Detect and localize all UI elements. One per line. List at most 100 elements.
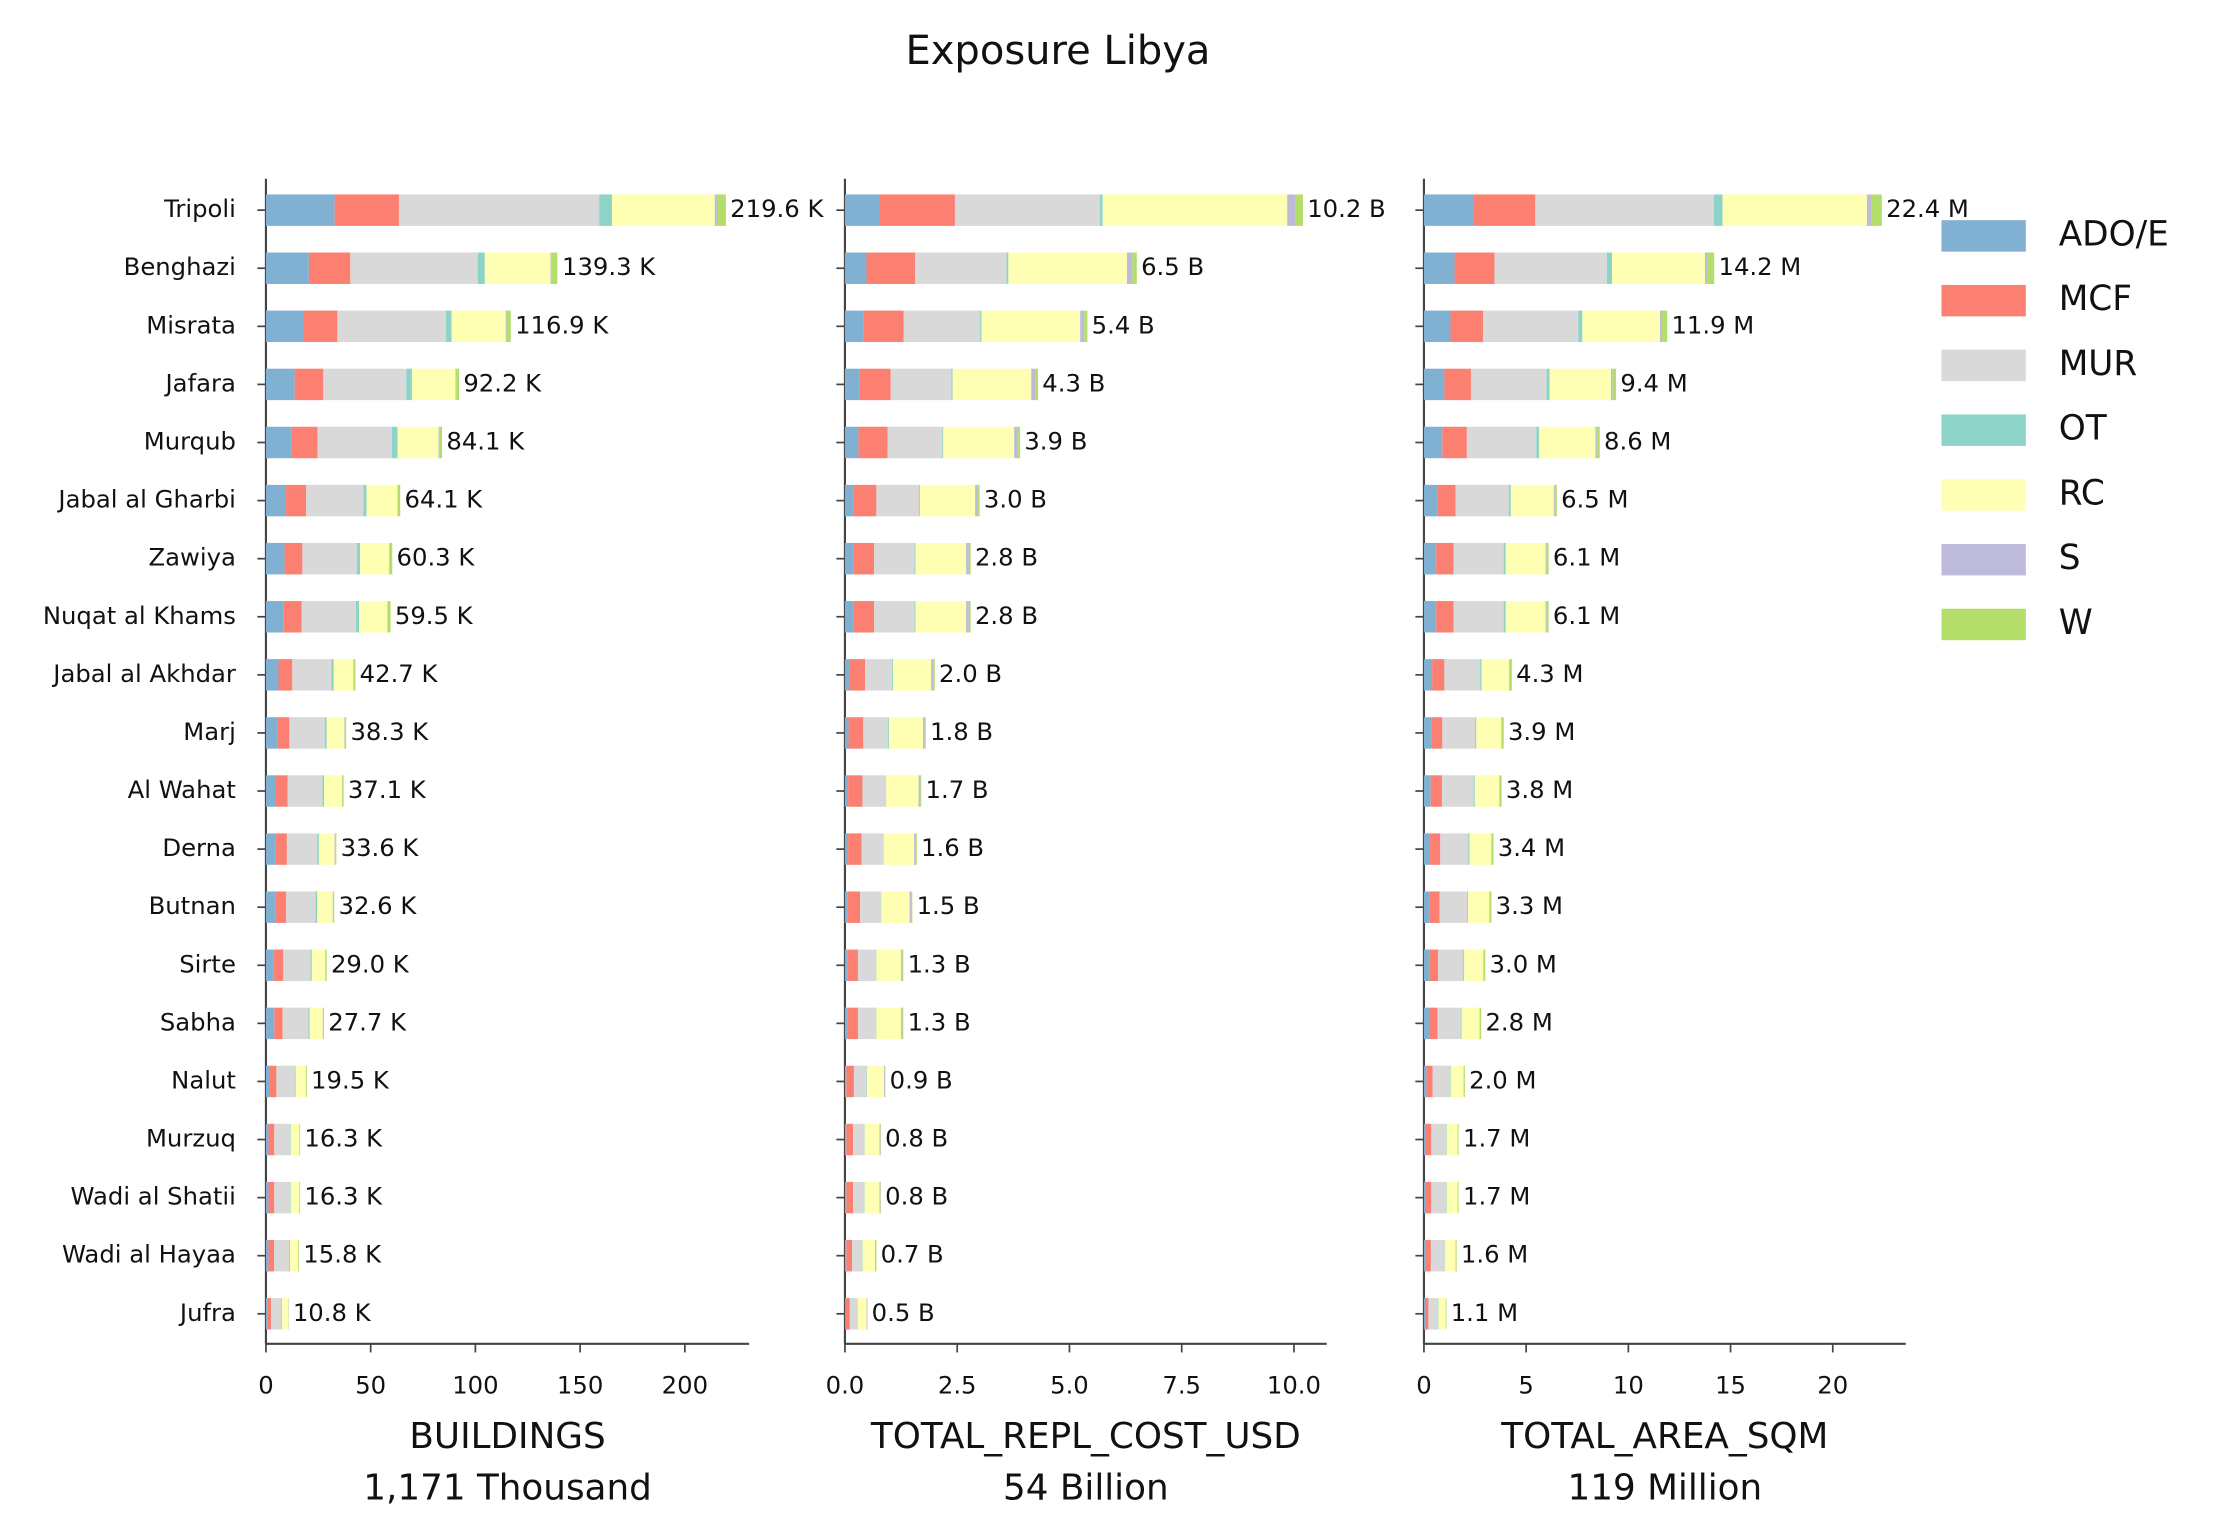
bar-segment: [287, 775, 323, 807]
y-tick-label: Jufra: [178, 1298, 236, 1327]
bar-segment: [298, 1239, 300, 1272]
bar-segment: [299, 1123, 301, 1156]
total-label: 22.4 M: [1886, 194, 1969, 223]
bar-segment: [1426, 1065, 1433, 1098]
total-label: 1.7 M: [1463, 1182, 1530, 1211]
bar-segment: [915, 833, 917, 865]
bar-segment: [887, 426, 943, 459]
total-label: 6.1 M: [1553, 601, 1620, 630]
bar-segment: [315, 891, 318, 923]
bar-segment: [716, 194, 726, 226]
bar-segment: [1505, 542, 1546, 575]
bar-segment: [318, 833, 335, 865]
bar-segment: [265, 1239, 269, 1272]
bar-segment: [1866, 194, 1871, 226]
bar-segment: [1662, 310, 1668, 343]
total-label: 32.6 K: [339, 891, 418, 920]
bar-segment: [874, 601, 915, 633]
bar-segment: [1446, 1181, 1458, 1214]
bar-segment: [1554, 484, 1557, 517]
bar-segment: [289, 1123, 291, 1156]
bar-segment: [269, 1065, 277, 1098]
bar-segment: [1431, 1123, 1447, 1156]
total-label: 60.3 K: [397, 543, 476, 572]
bar-segment: [847, 891, 861, 923]
bar-segment: [876, 949, 902, 982]
bar-segment: [865, 659, 893, 691]
total-label: 3.8 M: [1506, 775, 1573, 804]
total-label: 33.6 K: [341, 833, 420, 862]
bar-segment: [326, 717, 345, 749]
bar-segment: [1423, 833, 1431, 865]
bar-segment: [356, 542, 361, 575]
bar-segment: [387, 601, 389, 633]
bar-segment: [911, 891, 913, 923]
bar-segment: [277, 717, 290, 749]
bar-segment: [335, 833, 337, 865]
bar-segment: [1450, 310, 1484, 343]
bar-segment: [853, 1065, 867, 1098]
bar-segment: [456, 368, 460, 401]
total-label: 116.9 K: [515, 310, 609, 339]
bar-segment: [1467, 891, 1469, 923]
bar-segment: [860, 891, 881, 923]
bar-segment: [1489, 891, 1490, 923]
bar-segment: [317, 426, 392, 459]
bar-segment: [902, 949, 904, 982]
bar-segment: [1660, 310, 1663, 343]
bar-segment: [844, 659, 850, 691]
bar-segment: [919, 484, 976, 517]
y-tick-label: Zawiya: [148, 543, 235, 572]
bar-segment: [859, 368, 891, 401]
y-tick-label: Jabal al Akhdar: [51, 659, 236, 688]
bar-segment: [1017, 426, 1021, 459]
bar-segment: [879, 1123, 881, 1156]
total-label: 29.0 K: [331, 949, 410, 978]
bar-segment: [268, 1239, 275, 1272]
bar-segment: [1431, 717, 1443, 749]
bar-segment: [920, 775, 922, 807]
bar-segment: [980, 310, 982, 343]
bar-segment: [844, 252, 867, 284]
bar-segment: [397, 426, 439, 459]
bar-segment: [333, 659, 354, 691]
bar-segment: [308, 252, 351, 284]
y-tick-label: Derna: [162, 833, 236, 862]
bar-segment: [1449, 1065, 1451, 1098]
bar-segment: [924, 717, 926, 749]
bar-segment: [1503, 601, 1506, 633]
bar-segment: [879, 1181, 881, 1214]
bar-segment: [844, 717, 849, 749]
legend-swatch: [1941, 414, 2026, 446]
bar-segment: [324, 717, 327, 749]
bar-segment: [337, 310, 446, 343]
total-label: 3.4 M: [1498, 833, 1565, 862]
bar-segment: [892, 659, 893, 691]
bar-segment: [1438, 1298, 1446, 1330]
bar-segment: [1468, 833, 1470, 865]
total-label: 1.3 B: [908, 1007, 971, 1036]
bar-segment: [1080, 310, 1085, 343]
bar-segment: [968, 601, 971, 633]
x-tick-label: 150: [557, 1371, 603, 1400]
bar-segment: [853, 542, 875, 575]
bar-segment: [334, 194, 399, 226]
bar-segment: [966, 542, 969, 575]
bar-segment: [1287, 194, 1296, 226]
bar-segment: [1132, 252, 1137, 284]
total-label: 219.6 K: [730, 194, 824, 223]
bar-segment: [884, 1065, 885, 1098]
x-axis-label: 54 Billion: [1003, 1468, 1169, 1509]
total-label: 84.1 K: [446, 427, 525, 456]
bar-segment: [918, 775, 921, 807]
total-label: 2.8 M: [1485, 1007, 1552, 1036]
total-label: 3.9 B: [1024, 427, 1087, 456]
bar-segment: [1440, 833, 1469, 865]
bar-segment: [1610, 368, 1613, 401]
bar-segment: [1455, 484, 1509, 517]
bar-segment: [1430, 775, 1442, 807]
bar-segment: [290, 1181, 300, 1214]
bar-segment: [1425, 1181, 1432, 1214]
bar-segment: [397, 484, 401, 517]
bar-segment: [1437, 1007, 1461, 1040]
